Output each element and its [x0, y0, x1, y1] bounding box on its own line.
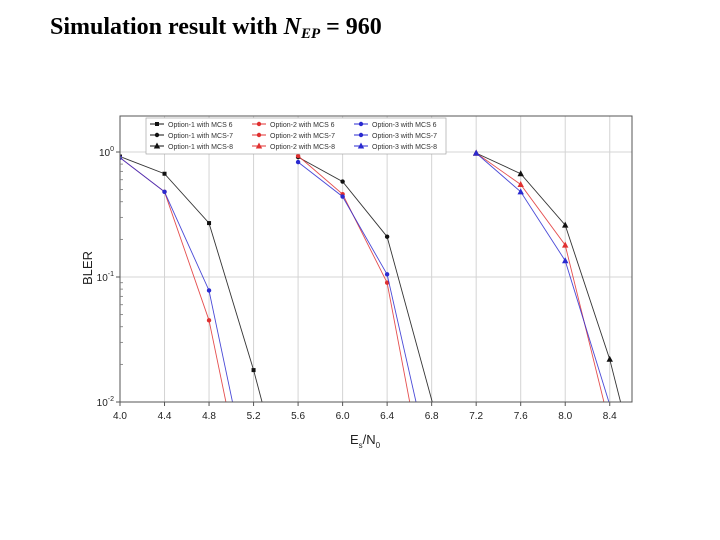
x-tick-label: 6.0 — [336, 411, 350, 422]
grid-lines — [120, 116, 632, 402]
data-point — [155, 122, 159, 126]
data-point — [517, 188, 524, 195]
x-label-sub-s: s — [359, 441, 363, 450]
plot-frame — [119, 115, 633, 403]
legend-label: Option-2 with MCS-7 — [270, 133, 335, 140]
series-line — [120, 156, 263, 402]
data-point — [206, 288, 212, 293]
title-subscript: EP — [300, 26, 321, 42]
legend-label: Option-2 with MCS 6 — [270, 122, 335, 129]
data-point — [472, 149, 480, 156]
series-line — [297, 156, 433, 402]
title-suffix: = 960 — [320, 14, 382, 40]
data-point — [562, 221, 569, 228]
x-tick-label: 5.6 — [291, 411, 305, 422]
series-option-3-with-mcs-7 — [295, 159, 417, 402]
series-option-2-with-mcs-6 — [120, 155, 227, 402]
legend-label: Option-1 with MCS-8 — [168, 144, 233, 151]
data-point — [162, 171, 167, 176]
x-label-sub-0: 0 — [376, 441, 381, 450]
series-option-3-with-mcs-6 — [120, 155, 233, 402]
axis-ticks: 4.0 4.4 4.8 5.2 5.6 6.0 6.4 6.8 7.2 7.6 8.0 8.4 100 1… — [97, 146, 617, 422]
legend-label: Option-2 with MCS-8 — [270, 144, 335, 151]
data-point — [384, 234, 390, 239]
data-point — [517, 180, 524, 187]
x-tick-label: 5.2 — [247, 411, 261, 422]
series-option-1-with-mcs-6 — [120, 154, 263, 402]
slide-title: Simulation result with NEP = 960 — [50, 14, 382, 43]
y-axis-label: BLER — [80, 251, 95, 285]
data-point — [357, 142, 365, 149]
series-option-2-with-mcs-8 — [472, 149, 605, 402]
series-option-1-with-mcs-8 — [472, 149, 622, 402]
x-tick-label: 7.2 — [469, 411, 483, 422]
data-point — [255, 142, 263, 149]
x-label-mid: /N — [363, 432, 376, 447]
y-tick-label: 100 — [99, 146, 114, 159]
legend-item: Option-3 with MCS-7 — [354, 132, 437, 140]
x-tick-label: 6.4 — [380, 411, 394, 422]
series-line — [475, 152, 610, 402]
data-point — [153, 142, 161, 149]
series-line — [297, 161, 417, 402]
legend-label: Option-1 with MCS 6 — [168, 122, 233, 129]
data-point — [162, 189, 167, 195]
data-point — [154, 132, 160, 138]
x-tick-label: 4.8 — [202, 411, 216, 422]
x-tick-label: 7.6 — [514, 411, 528, 422]
title-variable: N — [283, 14, 301, 40]
series-line — [475, 152, 605, 402]
x-tick-label: 8.0 — [558, 411, 572, 422]
data-point — [358, 121, 364, 127]
series-group — [120, 149, 622, 402]
data-point — [384, 272, 390, 277]
legend-item: Option-1 with MCS 6 — [150, 122, 233, 129]
data-point — [562, 241, 569, 248]
data-point — [256, 121, 262, 127]
x-axis-label: Es/N0 — [350, 432, 381, 450]
legend-item: Option-2 with MCS-8 — [252, 142, 335, 151]
legend-label: Option-3 with MCS-7 — [372, 133, 437, 140]
series-line — [297, 155, 411, 402]
legend-box — [145, 117, 447, 155]
x-tick-label: 6.8 — [425, 411, 439, 422]
data-point — [358, 132, 364, 138]
data-point — [295, 159, 301, 165]
data-point — [562, 257, 569, 264]
data-point — [384, 280, 390, 285]
x-tick-label: 8.4 — [603, 411, 617, 422]
series-option-2-with-mcs-7 — [295, 153, 411, 402]
legend-item: Option-3 with MCS 6 — [354, 121, 437, 129]
legend-label: Option-1 with MCS-7 — [168, 133, 233, 140]
data-point — [295, 153, 301, 159]
legend: Option-1 with MCS 6 Option-1 with MCS-7 Op… — [145, 117, 447, 155]
series-line — [476, 152, 622, 402]
legend-item: Option-2 with MCS-7 — [252, 132, 335, 140]
x-tick-label: 4.0 — [113, 411, 127, 422]
legend-item: Option-1 with MCS-7 — [150, 132, 233, 140]
data-point — [207, 221, 212, 226]
series-option-3-with-mcs-8 — [472, 149, 610, 402]
legend-label: Option-3 with MCS-8 — [372, 144, 437, 151]
legend-label: Option-3 with MCS 6 — [372, 122, 437, 129]
x-tick-label: 4.4 — [158, 411, 172, 422]
data-point — [606, 355, 613, 362]
legend-item: Option-3 with MCS-8 — [354, 142, 437, 151]
series-line — [120, 157, 233, 402]
data-point — [517, 170, 524, 177]
y-tick-label: 10-1 — [97, 271, 114, 284]
data-point — [340, 194, 345, 199]
data-point — [340, 179, 345, 184]
title-prefix: Simulation result with — [50, 14, 284, 40]
data-point — [256, 132, 262, 138]
series-option-1-with-mcs-7 — [295, 154, 433, 402]
x-label-main: E — [350, 432, 359, 447]
legend-item: Option-2 with MCS 6 — [252, 121, 335, 129]
data-point — [206, 318, 212, 323]
data-point — [251, 368, 256, 373]
legend-item: Option-1 with MCS-8 — [150, 142, 233, 151]
series-line — [120, 157, 227, 402]
y-tick-label: 10-2 — [97, 396, 114, 409]
